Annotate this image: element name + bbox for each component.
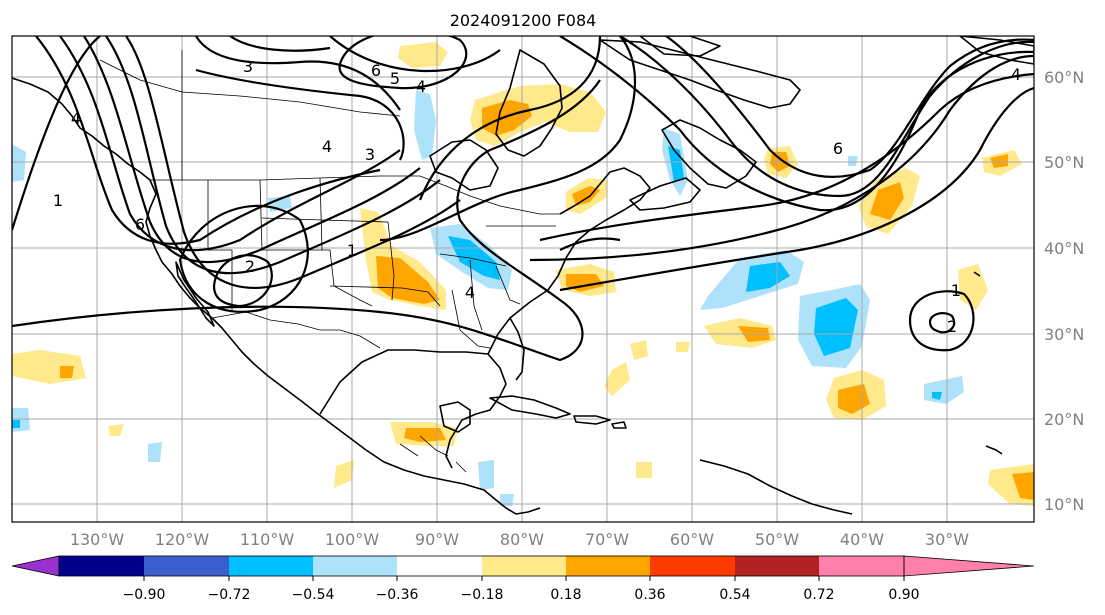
colorbar-tick-label: −0.54: [292, 587, 335, 603]
negative-anomaly-core: [448, 236, 500, 280]
negative-anomaly-region: [414, 90, 436, 160]
colorbar-segment: [313, 556, 397, 576]
colorbar-segment: [650, 556, 735, 576]
negative-anomaly-region: [500, 494, 514, 506]
positive-anomaly-region: [108, 424, 124, 436]
negative-anomaly-core: [814, 298, 858, 356]
map-frame: [11, 35, 1035, 523]
longitude-labels: 130°W 120°W 110°W 100°W 90°W 80°W 70°W 6…: [70, 530, 969, 549]
colorbar-segment: [482, 556, 566, 576]
lat-label: 30°N: [1044, 325, 1084, 344]
colorbar-segment: [59, 556, 144, 576]
contour-label: 1: [347, 241, 357, 260]
colorbar-tick-label: 0.90: [888, 587, 919, 603]
contour-label: 5: [390, 69, 400, 88]
lon-label: 70°W: [585, 530, 629, 549]
lon-label: 100°W: [325, 530, 380, 549]
lon-label: 120°W: [155, 530, 210, 549]
positive-anomaly-core: [404, 428, 446, 442]
latitude-labels: 60°N 50°N 40°N 30°N 20°N 10°N: [1044, 68, 1084, 514]
contour-label: 1: [951, 281, 961, 300]
negative-anomaly-core: [746, 262, 790, 292]
lat-label: 10°N: [1044, 495, 1084, 514]
colorbar-segment: [819, 556, 904, 576]
contour-label: 2: [245, 257, 255, 276]
positive-anomaly-region: [676, 342, 690, 352]
contour-label: 4: [1011, 65, 1021, 84]
colorbar-tick-label: −0.90: [123, 587, 166, 603]
colorbar-tick-label: 0.18: [550, 587, 581, 603]
contour-labels: 3 6 5 4 4 3 4 1 6 2 1 4 4 6 1 2: [53, 57, 1021, 336]
negative-anomaly-core: [12, 420, 20, 428]
lon-label: 90°W: [415, 530, 459, 549]
lat-label: 40°N: [1044, 239, 1084, 258]
contour-label: 6: [135, 215, 145, 234]
colorbar-segment: [144, 556, 229, 576]
colorbar-extend-min: [11, 555, 60, 577]
positive-anomaly-region: [636, 462, 652, 478]
negative-anomaly-core: [668, 146, 684, 182]
contour-label: 3: [365, 145, 375, 164]
colorbar-tick-label: 0.54: [719, 587, 750, 603]
colorbar-tick-label: −0.18: [461, 587, 504, 603]
contour-label: 2: [947, 317, 957, 336]
negative-anomaly-region: [478, 460, 494, 490]
positive-anomaly-core: [990, 154, 1008, 168]
lon-label: 50°W: [755, 530, 799, 549]
colorbar-segment: [735, 556, 819, 576]
contour-label: 4: [416, 77, 426, 96]
lon-label: 110°W: [240, 530, 295, 549]
positive-anomaly-region: [604, 362, 630, 396]
positive-anomaly-core: [870, 182, 904, 220]
negative-anomaly-region: [148, 442, 162, 462]
lat-label: 50°N: [1044, 153, 1084, 172]
positive-anomaly-region: [630, 340, 648, 360]
colorbar-tick-label: 0.36: [634, 587, 665, 603]
colorbar-segment: [566, 556, 650, 576]
positive-anomaly-region: [334, 460, 354, 488]
positive-anomaly-core: [482, 100, 532, 136]
contour-label: 6: [371, 61, 381, 80]
colorbar-segment: [229, 556, 313, 576]
positive-anomaly-core: [572, 186, 600, 206]
colorbar-tick-label: 0.72: [803, 587, 834, 603]
contour-label: 1: [53, 191, 63, 210]
lon-label: 40°W: [840, 530, 884, 549]
contour-label: 3: [243, 57, 253, 76]
contour-label: 4: [322, 137, 332, 156]
lon-label: 130°W: [70, 530, 125, 549]
colorbar-tick-label: −0.72: [208, 587, 251, 603]
map-title: 2024091200 F084: [450, 11, 597, 30]
lon-label: 80°W: [500, 530, 544, 549]
colorbar: −0.90 −0.72 −0.54 −0.36 −0.18 0.18 0.36 …: [11, 555, 1035, 603]
positive-anomaly-region: [398, 42, 448, 68]
negative-anomaly-core: [932, 392, 942, 400]
positive-anomaly-core: [1012, 472, 1034, 500]
anomaly-contours: [12, 36, 1034, 362]
positive-anomaly-core: [376, 256, 440, 304]
map-panel: 3 6 5 4 4 3 4 1 6 2 1 4 4 6 1 2: [12, 36, 1034, 522]
negative-anomaly-region: [848, 156, 858, 166]
contour-label: 6: [833, 139, 843, 158]
colorbar-segment: [397, 556, 482, 576]
lon-label: 30°W: [925, 530, 969, 549]
contour-label: 4: [465, 283, 475, 302]
lon-label: 60°W: [670, 530, 714, 549]
colorbar-tick-label: −0.36: [376, 587, 419, 603]
negative-anomaly-region: [12, 144, 26, 182]
political-borders: [99, 50, 560, 473]
positive-anomaly-region: [958, 264, 988, 310]
colorbar-extend-max: [903, 555, 1035, 577]
lat-label: 20°N: [1044, 410, 1084, 429]
contour-label: 4: [71, 109, 81, 128]
lat-label: 60°N: [1044, 68, 1084, 87]
positive-anomaly-core: [60, 366, 74, 378]
